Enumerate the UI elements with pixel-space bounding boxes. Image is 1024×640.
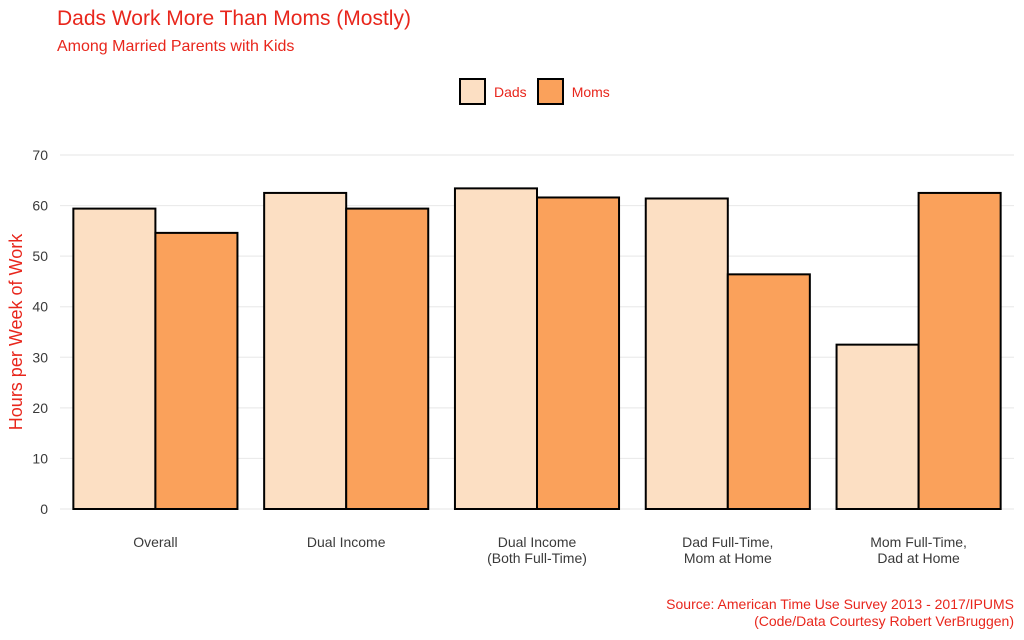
x-tick-label-1-0: Dual Income bbox=[307, 534, 386, 550]
y-tick-label-0: 0 bbox=[40, 501, 48, 517]
x-tick-label-3-1: Mom at Home bbox=[684, 550, 772, 566]
y-tick-label-60: 60 bbox=[32, 198, 48, 214]
bar-moms-2 bbox=[536, 196, 621, 510]
legend-label-dads: Dads bbox=[494, 83, 527, 100]
x-tick-label-4-1: Dad at Home bbox=[877, 550, 960, 566]
source-caption: Source: American Time Use Survey 2013 - … bbox=[666, 596, 1014, 630]
caption-line-2: (Code/Data Courtesy Robert VerBruggen) bbox=[754, 613, 1014, 629]
chart-subtitle: Among Married Parents with Kids bbox=[57, 38, 295, 55]
y-tick-label-30: 30 bbox=[32, 349, 48, 365]
bar-moms-3 bbox=[726, 273, 811, 510]
bar-dads-1 bbox=[263, 191, 348, 511]
x-tick-label-2-0: Dual Income bbox=[498, 534, 577, 550]
legend-swatch-dads bbox=[459, 78, 486, 105]
y-axis-label: Hours per Week of Work bbox=[6, 233, 26, 430]
bar-moms-1 bbox=[345, 207, 430, 510]
y-tick-label-10: 10 bbox=[32, 450, 48, 466]
x-tick-label-2-1: (Both Full-Time) bbox=[487, 550, 587, 566]
bar-dads-2 bbox=[453, 187, 538, 510]
x-tick-label-3-0: Dad Full-Time, bbox=[682, 534, 773, 550]
legend-item-dads: Dads bbox=[459, 78, 527, 105]
x-tick-label-0-0: Overall bbox=[133, 534, 177, 550]
y-tick-label-70: 70 bbox=[32, 147, 48, 163]
bar-dads-3 bbox=[644, 197, 729, 510]
legend-swatch-moms bbox=[536, 78, 564, 105]
bar-dads-4 bbox=[835, 343, 920, 510]
bar-dads-0 bbox=[72, 207, 157, 510]
chart-title: Dads Work More Than Moms (Mostly) bbox=[57, 7, 411, 30]
legend-label-moms: Moms bbox=[571, 83, 610, 100]
y-tick-label-50: 50 bbox=[32, 248, 48, 264]
legend-item-moms: Moms bbox=[536, 78, 610, 105]
bar-moms-0 bbox=[154, 231, 239, 510]
caption-line-1: Source: American Time Use Survey 2013 - … bbox=[666, 596, 1014, 612]
legend: Dads Moms bbox=[459, 78, 620, 105]
bar-moms-4 bbox=[917, 191, 1002, 511]
y-tick-label-20: 20 bbox=[32, 400, 48, 416]
y-tick-label-40: 40 bbox=[32, 299, 48, 315]
x-tick-label-4-0: Mom Full-Time, bbox=[870, 534, 967, 550]
